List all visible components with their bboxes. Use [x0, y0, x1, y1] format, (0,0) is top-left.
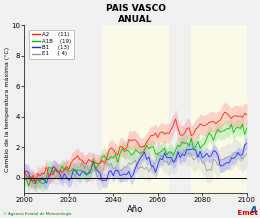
- Text: © Agencia Estatal de Meteorología: © Agencia Estatal de Meteorología: [3, 212, 71, 216]
- X-axis label: Año: Año: [127, 205, 144, 214]
- Legend: A2     (11), A1B    (19), B1     (13), E1     ( 4): A2 (11), A1B (19), B1 (13), E1 ( 4): [29, 29, 74, 59]
- Y-axis label: Cambio de la temperatura máxima (°C): Cambio de la temperatura máxima (°C): [4, 47, 10, 172]
- Text: A: A: [250, 206, 257, 216]
- Text: Emet: Emet: [230, 210, 257, 216]
- Bar: [191, 25, 247, 193]
- Bar: [102, 25, 169, 193]
- Title: PAIS VASCO
ANUAL: PAIS VASCO ANUAL: [106, 4, 166, 24]
